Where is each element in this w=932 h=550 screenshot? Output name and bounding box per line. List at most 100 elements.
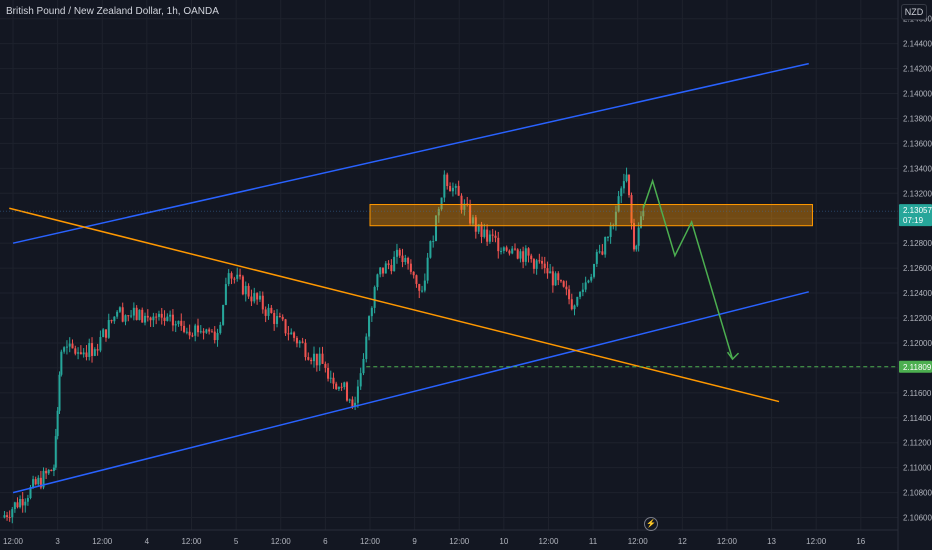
lower-channel-line[interactable] (12, 291, 809, 494)
candle-body (446, 174, 449, 187)
candle-body (609, 225, 612, 237)
candle-body (527, 248, 530, 256)
candle-body (614, 211, 617, 225)
current-price-label: 2.13057 (903, 206, 932, 215)
candle-body (486, 229, 489, 242)
candle-body (304, 342, 307, 358)
candle-body (632, 223, 636, 250)
candle-body (642, 210, 645, 217)
time-tick-label: 12:00 (271, 537, 292, 546)
candle-body (343, 382, 346, 387)
candle-body (625, 174, 628, 182)
candle-body (365, 336, 368, 359)
candle-body (418, 283, 421, 291)
candle-body (409, 263, 412, 272)
candle-body (463, 203, 466, 210)
candle-body (71, 343, 74, 349)
candle-body (598, 251, 601, 253)
price-tick-label: 2.14000 (903, 90, 932, 99)
price-tick-label: 2.12400 (903, 289, 932, 298)
price-tick-label: 2.11000 (903, 464, 932, 473)
candle-body (16, 502, 19, 508)
candle-body (595, 252, 598, 264)
projection-path[interactable] (642, 178, 734, 360)
candle-body (362, 358, 365, 374)
candle-body (376, 274, 379, 288)
candle-body (124, 315, 127, 322)
price-tick-label: 2.14200 (903, 65, 932, 74)
candle-body (130, 315, 133, 317)
candle-body (191, 335, 194, 337)
price-tick-label: 2.13200 (903, 189, 932, 198)
candle-body (592, 263, 596, 277)
candle-body (241, 276, 244, 295)
candle-body (407, 257, 410, 264)
candle-body (68, 343, 71, 347)
candle-body (196, 325, 200, 333)
candle-body (250, 296, 253, 302)
candle-body (270, 307, 273, 313)
candle-body (335, 383, 338, 390)
candle-body (426, 257, 429, 281)
candle-body (541, 260, 544, 264)
candle-body (104, 329, 107, 338)
candle-body (113, 316, 116, 322)
candle-body (77, 352, 80, 354)
candle-body (26, 498, 29, 502)
candle-body (532, 259, 535, 269)
candle-body (118, 307, 121, 312)
time-tick-label: 13 (767, 537, 776, 546)
candle-body (551, 271, 554, 286)
candle-body (315, 353, 318, 366)
price-tick-label: 2.10800 (903, 489, 932, 498)
candle-body (47, 469, 50, 474)
candle-body (412, 271, 415, 276)
candle-body (143, 315, 147, 323)
candle-body (516, 249, 519, 259)
candle-body (557, 273, 560, 281)
candle-body (637, 227, 640, 246)
time-tick-label: 12:00 (806, 537, 827, 546)
price-tick-label: 2.13800 (903, 114, 932, 123)
candle-body (332, 377, 335, 384)
candle-body (562, 281, 565, 287)
candle-body (141, 309, 144, 323)
candle-body (565, 286, 568, 290)
upper-channel-line[interactable] (12, 62, 809, 244)
candle-body (177, 320, 180, 325)
candle-body (398, 249, 401, 256)
lightning-icon[interactable]: ⚡ (644, 517, 658, 531)
candle-body (505, 247, 508, 251)
candle-body (199, 331, 202, 333)
candle-body (132, 307, 135, 316)
candle-body (437, 209, 440, 216)
descending-trendline[interactable] (9, 207, 780, 403)
candle-body (99, 337, 102, 351)
candle-body (606, 236, 609, 238)
candle-body (79, 352, 82, 355)
time-tick-label: 12:00 (449, 537, 470, 546)
candle-body (8, 517, 11, 519)
candle-body (224, 284, 227, 305)
resistance-zone[interactable] (369, 204, 813, 227)
candle-body (107, 320, 110, 338)
candle-body (457, 185, 460, 196)
candle-body (535, 260, 538, 269)
candle-body (278, 316, 281, 318)
candle-body (329, 377, 332, 379)
candle-body (307, 357, 310, 360)
candle-body (622, 181, 625, 189)
candle-body (219, 324, 222, 333)
candle-body (480, 224, 483, 237)
candle-body (379, 267, 382, 275)
candle-body (345, 382, 349, 401)
candle-body (395, 249, 398, 257)
current-price-tag (899, 204, 932, 227)
currency-button[interactable]: NZD (901, 4, 927, 20)
candle-body (21, 499, 24, 506)
candle-body (348, 399, 351, 401)
candle-body (469, 204, 472, 224)
candle-body (19, 499, 22, 508)
candle-body (312, 353, 316, 362)
